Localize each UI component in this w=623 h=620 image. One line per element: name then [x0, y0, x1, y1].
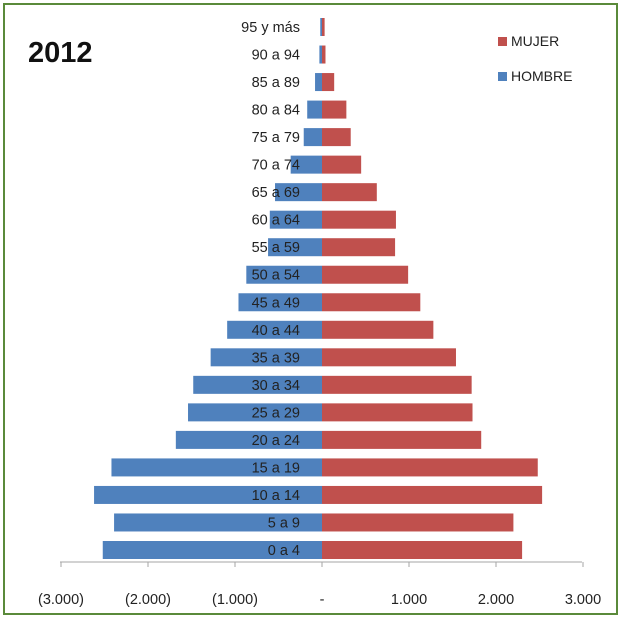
bar-hombre-15: [303, 128, 322, 147]
bar-mujer-7: [322, 348, 456, 367]
bar-mujer-11: [322, 238, 396, 257]
bar-mujer-2: [322, 485, 543, 504]
category-label: 0 a 4: [268, 543, 300, 559]
category-label: 75 a 79: [252, 130, 300, 146]
bar-hombre-11: [268, 238, 322, 257]
category-label: 10 a 14: [252, 488, 300, 504]
category-label: 55 a 59: [252, 240, 300, 256]
x-tick-label: 3.000: [565, 592, 601, 608]
x-tick-label: -: [320, 592, 325, 608]
category-label: 20 a 24: [252, 433, 300, 449]
legend: MUJER HOMBRE: [498, 33, 572, 84]
bar-hombre-3: [111, 458, 323, 477]
bar-mujer-6: [322, 375, 472, 394]
bar-mujer-9: [322, 293, 421, 312]
x-tick-label: 2.000: [478, 592, 514, 608]
bar-hombre-5: [188, 403, 322, 422]
category-label: 85 a 89: [252, 75, 300, 91]
bar-hombre-0: [102, 541, 322, 559]
x-tick-label: (3.000): [38, 592, 84, 608]
bar-mujer-12: [322, 210, 396, 229]
category-label: 45 a 49: [252, 295, 300, 311]
category-label: 5 a 9: [268, 515, 300, 531]
bar-hombre-14: [290, 155, 322, 174]
bar-hombre-6: [193, 375, 322, 394]
category-label: 30 a 34: [252, 378, 300, 394]
bar-mujer-16: [322, 100, 347, 119]
bar-hombre-19: [320, 18, 322, 36]
category-label: 15 a 19: [252, 460, 300, 476]
x-tick-label: (2.000): [125, 592, 171, 608]
bar-hombre-9: [238, 293, 322, 312]
category-label: 50 a 54: [252, 268, 300, 284]
legend-swatch-mujer: [498, 37, 507, 46]
category-label: 25 a 29: [252, 405, 300, 421]
bar-hombre-12: [269, 210, 322, 229]
bar-mujer-3: [322, 458, 538, 477]
bar-hombre-13: [275, 183, 322, 202]
chart-title: 2012: [28, 37, 93, 69]
bar-hombre-1: [114, 513, 322, 532]
bar-mujer-15: [322, 128, 351, 147]
bar-mujer-14: [322, 155, 362, 174]
bar-mujer-5: [322, 403, 473, 422]
bar-hombre-10: [246, 265, 322, 284]
bar-hombre-7: [210, 348, 322, 367]
bar-hombre-4: [175, 430, 322, 449]
x-tick-label: (1.000): [212, 592, 258, 608]
x-tick-label: 1.000: [391, 592, 427, 608]
category-label: 90 a 94: [252, 48, 300, 64]
bar-hombre-17: [315, 73, 322, 92]
legend-swatch-hombre: [498, 72, 507, 81]
category-label: 35 a 39: [252, 350, 300, 366]
category-label: 65 a 69: [252, 185, 300, 201]
category-label: 95 y más: [241, 20, 300, 36]
bar-mujer-8: [322, 320, 434, 339]
bar-mujer-18: [322, 45, 326, 64]
bar-mujer-10: [322, 265, 409, 284]
bar-hombre-8: [227, 320, 322, 339]
category-label: 40 a 44: [252, 323, 300, 339]
bar-hombre-2: [94, 485, 322, 504]
bar-mujer-1: [322, 513, 514, 532]
bar-mujer-4: [322, 430, 482, 449]
category-label: 70 a 74: [252, 158, 300, 174]
bar-hombre-16: [307, 100, 322, 119]
category-label: 80 a 84: [252, 103, 300, 119]
bar-mujer-19: [322, 18, 325, 36]
legend-label-mujer: MUJER: [511, 33, 559, 49]
legend-label-hombre: HOMBRE: [511, 68, 572, 84]
category-label: 60 a 64: [252, 213, 300, 229]
bar-mujer-0: [322, 541, 523, 559]
bar-mujer-13: [322, 183, 377, 202]
bar-hombre-18: [319, 45, 322, 64]
bar-mujer-17: [322, 73, 335, 92]
